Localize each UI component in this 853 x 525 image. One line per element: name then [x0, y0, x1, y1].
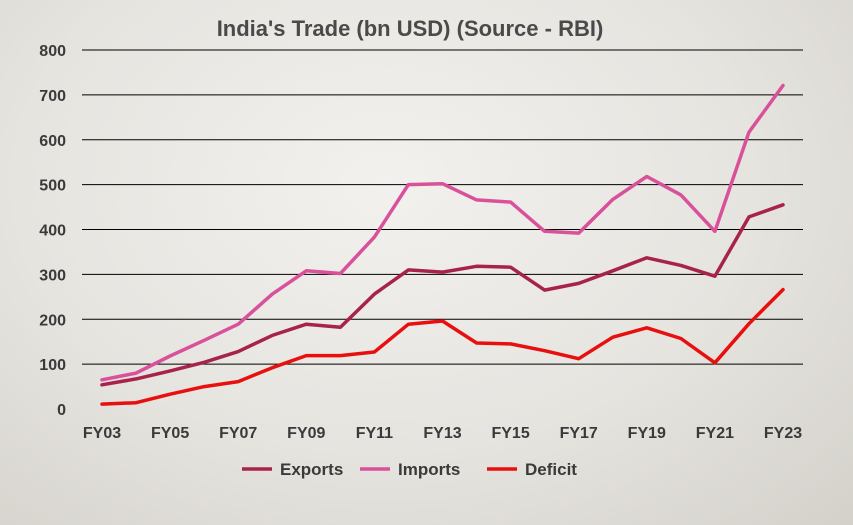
x-tick-label: FY15: [491, 425, 529, 442]
x-tick-label: FY23: [764, 425, 802, 442]
x-tick-label: FY13: [423, 425, 461, 442]
x-tick-label: FY09: [287, 425, 325, 442]
y-tick-label: 800: [39, 43, 66, 60]
y-tick-label: 300: [39, 267, 66, 284]
x-axis-ticks: FY03 FY05 FY07 FY09 FY11 FY13 FY15 FY17 FY19 FY21…: [83, 425, 802, 442]
chart-title: India's Trade (bn USD) (Source - RBI): [217, 16, 604, 41]
x-tick-label: FY03: [83, 425, 121, 442]
legend: Exports Imports Deficit: [242, 460, 577, 479]
x-tick-label: FY21: [696, 425, 734, 442]
y-tick-label: 700: [39, 88, 66, 105]
x-tick-label: FY07: [219, 425, 257, 442]
series-lines: [100, 83, 785, 406]
y-tick-label: 100: [39, 357, 66, 374]
y-axis-ticks: 0 100 200 300 400 500 600 700 800: [39, 43, 66, 419]
legend-label-exports: Exports: [280, 460, 343, 479]
gridlines: [82, 49, 803, 365]
x-tick-label: FY11: [356, 425, 393, 442]
x-tick-label: FY05: [151, 425, 189, 442]
series-line-deficit: [100, 287, 785, 406]
series-line-exports: [100, 203, 785, 387]
y-tick-label: 500: [39, 178, 66, 195]
x-tick-label: FY17: [560, 425, 598, 442]
y-tick-label: 200: [39, 312, 66, 329]
y-tick-label: 600: [39, 133, 66, 150]
legend-label-deficit: Deficit: [525, 460, 577, 479]
x-tick-label: FY19: [628, 425, 666, 442]
y-tick-label: 0: [57, 402, 66, 419]
y-tick-label: 400: [39, 223, 66, 240]
legend-label-imports: Imports: [398, 460, 460, 479]
series-line-imports: [100, 83, 785, 382]
